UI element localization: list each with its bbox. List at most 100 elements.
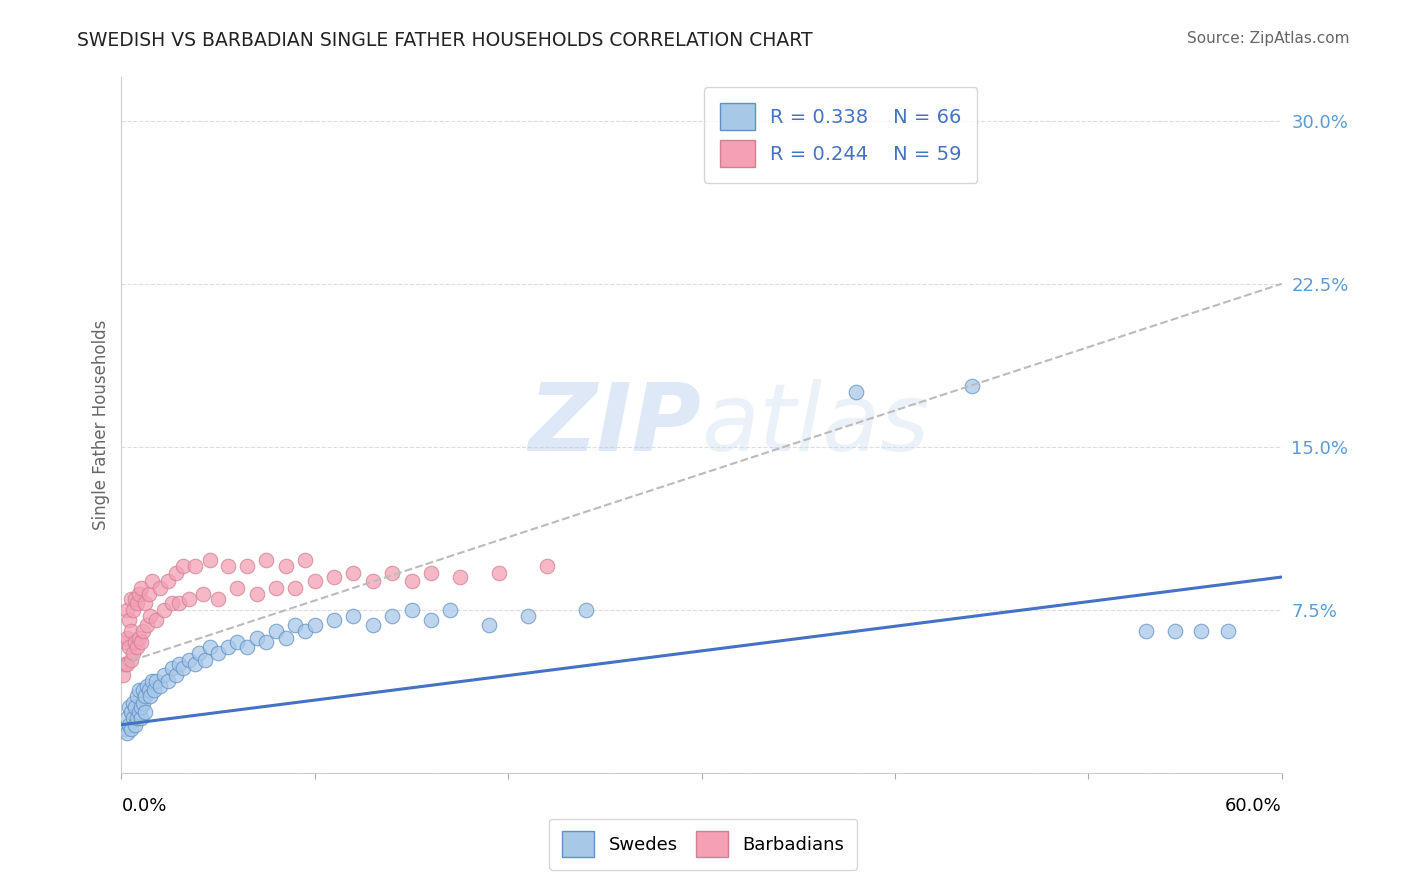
Point: [129, 581, 152, 595]
Point: [516, 609, 538, 624]
Point: [207, 646, 229, 660]
Point: [169, 657, 191, 671]
Point: [323, 614, 346, 628]
Point: [361, 574, 384, 589]
Point: [160, 661, 183, 675]
Point: [264, 624, 287, 639]
Point: [118, 700, 141, 714]
Point: [153, 602, 176, 616]
Point: [401, 602, 423, 616]
Point: [236, 640, 259, 654]
Point: [115, 602, 138, 616]
Text: Source: ZipAtlas.com: Source: ZipAtlas.com: [1187, 31, 1350, 46]
Point: [122, 696, 145, 710]
Point: [115, 711, 138, 725]
Point: [122, 602, 145, 616]
Point: [149, 581, 172, 595]
Point: [124, 591, 146, 606]
Point: [419, 614, 441, 628]
Point: [112, 667, 135, 681]
Point: [156, 574, 179, 589]
Point: [145, 614, 167, 628]
Point: [134, 705, 156, 719]
Point: [125, 596, 148, 610]
Point: [217, 559, 239, 574]
Point: [401, 574, 423, 589]
Point: [156, 674, 179, 689]
Point: [128, 587, 150, 601]
Point: [274, 631, 297, 645]
Point: [128, 683, 150, 698]
Point: [122, 711, 145, 725]
Point: [194, 652, 217, 666]
Point: [207, 591, 229, 606]
Point: [256, 552, 278, 566]
Point: [184, 559, 207, 574]
Point: [381, 609, 404, 624]
Point: [141, 574, 163, 589]
Text: 0.0%: 0.0%: [121, 797, 167, 815]
Point: [153, 667, 176, 681]
Point: [226, 635, 249, 649]
Point: [449, 570, 471, 584]
Point: [120, 624, 142, 639]
Point: [129, 700, 152, 714]
Point: [141, 674, 163, 689]
Point: [536, 559, 558, 574]
Point: [122, 646, 145, 660]
Point: [124, 717, 146, 731]
Point: [124, 635, 146, 649]
Point: [488, 566, 510, 580]
Point: [132, 696, 155, 710]
Point: [129, 635, 152, 649]
Point: [135, 679, 157, 693]
Point: [134, 690, 156, 704]
Point: [139, 690, 162, 704]
Point: [145, 674, 167, 689]
Point: [115, 657, 138, 671]
Point: [284, 581, 307, 595]
Point: [132, 624, 155, 639]
Point: [169, 596, 191, 610]
Point: [342, 566, 364, 580]
Point: [845, 385, 868, 400]
Point: [439, 602, 461, 616]
Point: [172, 559, 194, 574]
Point: [1135, 624, 1157, 639]
Point: [419, 566, 441, 580]
Point: [138, 587, 160, 601]
Point: [184, 657, 207, 671]
Point: [478, 617, 501, 632]
Point: [139, 609, 162, 624]
Point: [160, 596, 183, 610]
Point: [304, 574, 326, 589]
Point: [179, 591, 201, 606]
Point: [323, 570, 346, 584]
Point: [179, 652, 201, 666]
Point: [118, 717, 141, 731]
Point: [120, 652, 142, 666]
Point: [143, 683, 166, 698]
Point: [246, 587, 269, 601]
Point: [284, 617, 307, 632]
Point: [114, 635, 136, 649]
Point: [226, 581, 249, 595]
Point: [120, 591, 142, 606]
Point: [120, 705, 142, 719]
Point: [132, 683, 155, 698]
Point: [120, 722, 142, 736]
Point: [236, 559, 259, 574]
Point: [191, 587, 214, 601]
Point: [962, 379, 984, 393]
Text: ZIP: ZIP: [529, 379, 702, 471]
Point: [125, 711, 148, 725]
Text: 60.0%: 60.0%: [1225, 797, 1282, 815]
Text: atlas: atlas: [702, 379, 929, 470]
Point: [149, 679, 172, 693]
Point: [256, 635, 278, 649]
Legend: Swedes, Barbadians: Swedes, Barbadians: [548, 819, 858, 870]
Point: [134, 596, 156, 610]
Point: [294, 624, 316, 639]
Point: [381, 566, 404, 580]
Y-axis label: Single Father Households: Single Father Households: [93, 320, 110, 530]
